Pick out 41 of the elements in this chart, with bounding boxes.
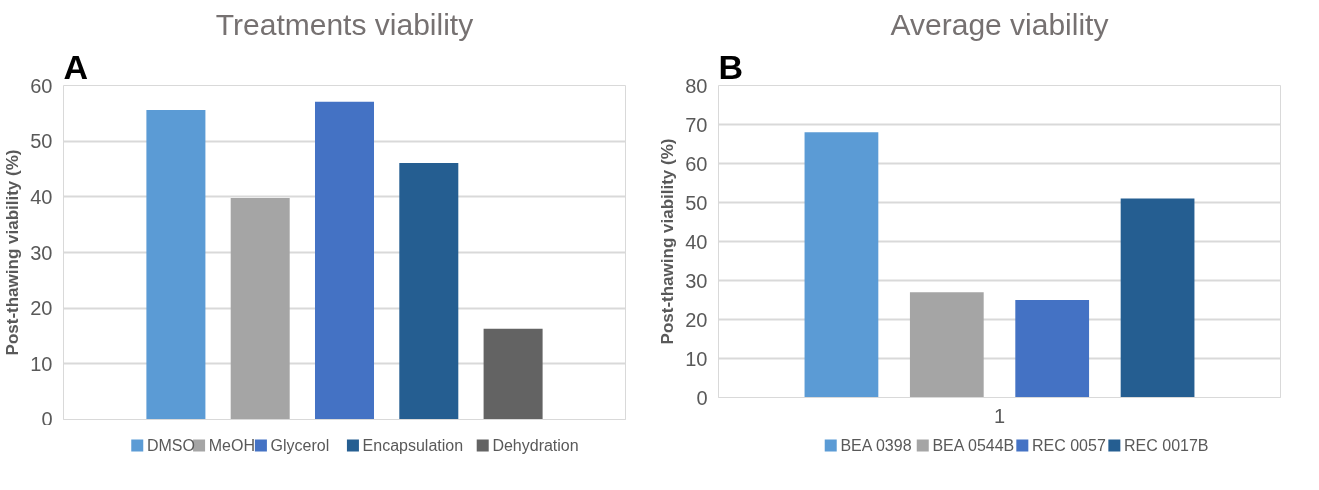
y-tick-label: 20: [30, 297, 53, 320]
bar: [146, 109, 206, 420]
legend-label: BEA 0398: [840, 437, 912, 454]
bar: [804, 132, 879, 398]
bar: [314, 101, 375, 420]
legend-label: REC 0057: [1031, 437, 1106, 454]
bar: [909, 292, 984, 398]
y-tick-label: 10: [30, 352, 53, 375]
y-axis-title: Post-thawing viability (%): [658, 138, 678, 345]
bar: [399, 162, 459, 420]
bar: [1120, 198, 1195, 398]
y-tick-label: 40: [30, 185, 53, 208]
legend-label: Encapsulation: [362, 437, 464, 454]
y-tick-label: 0: [41, 407, 53, 430]
chart-title: Average viability: [890, 7, 1109, 41]
y-tick-label: 30: [30, 241, 53, 264]
y-tick-label: 70: [685, 113, 708, 136]
legend-label: DMSO: [146, 437, 195, 454]
legend-label: MeOH: [208, 437, 255, 454]
y-tick-label: 80: [685, 74, 708, 97]
y-tick-label: 30: [685, 269, 708, 292]
y-tick-label: 0: [696, 386, 708, 409]
x-tick-label: 1: [993, 404, 1006, 427]
y-axis-title: Post-thawing viability (%): [3, 149, 23, 356]
bar: [230, 197, 290, 420]
legend-label: Dehydration: [492, 437, 579, 454]
text: A: [63, 47, 89, 86]
y-tick-label: 10: [685, 347, 708, 370]
legend-label: Glycerol: [270, 437, 330, 454]
legend-label: REC 0017B: [1124, 437, 1209, 454]
bar: [483, 328, 543, 420]
annotation: B: [718, 47, 744, 86]
legend-label: BEA 0544B: [932, 437, 1015, 454]
y-tick-label: 60: [685, 152, 708, 175]
chart-title: Treatments viability: [215, 7, 474, 41]
y-tick-label: 20: [685, 308, 708, 331]
bar: [1015, 300, 1090, 398]
y-tick-label: 50: [685, 191, 708, 214]
y-tick-label: 40: [685, 230, 708, 253]
y-tick-label: 50: [30, 130, 53, 153]
y-tick-label: 60: [30, 74, 53, 97]
